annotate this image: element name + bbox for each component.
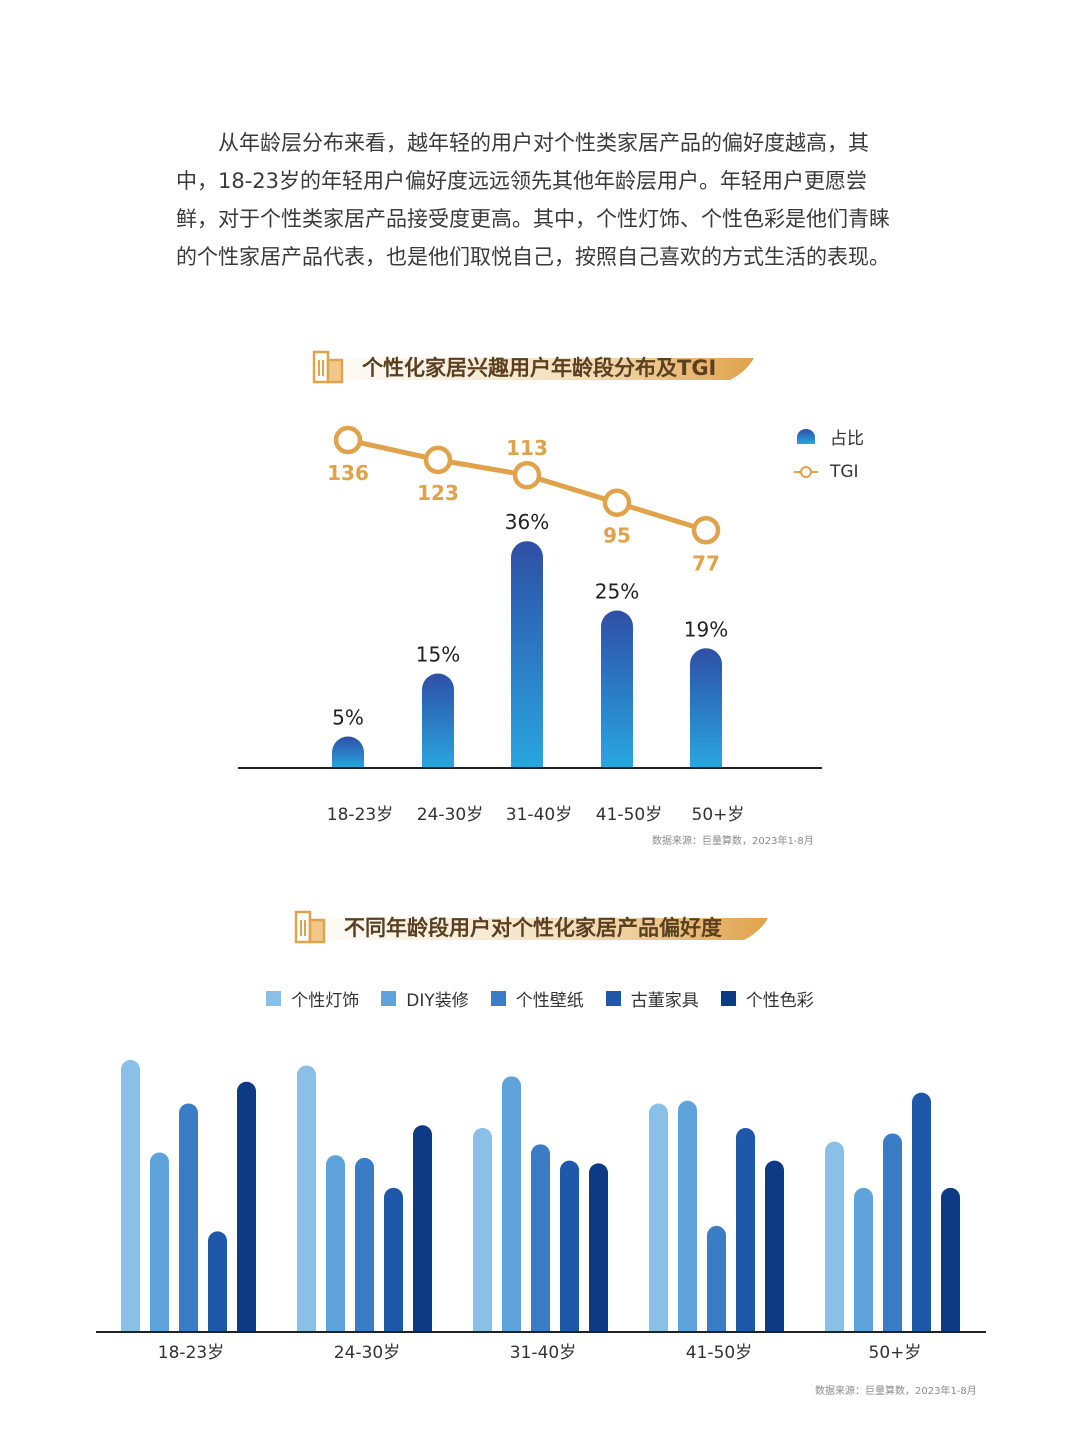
chart1-legend: 占比 TGI — [794, 418, 864, 490]
x-tick-label: 18-23岁 — [327, 805, 393, 825]
tgi-label: 113 — [506, 436, 548, 460]
rounded-bar-icon — [797, 429, 815, 444]
chart1-source: 数据来源：巨量算数，2023年1-8月 — [652, 836, 814, 847]
legend-item-lighting: 个性灯饰 — [266, 986, 359, 1011]
tgi-point — [333, 425, 363, 455]
preference-bar — [237, 1081, 256, 1332]
share-label: 15% — [416, 643, 460, 667]
tgi-point — [691, 516, 721, 545]
legend-item-color: 个性色彩 — [720, 986, 814, 1011]
chart1-title: 个性化家居兴趣用户年龄段分布及TGI — [362, 356, 717, 380]
preference-bar — [765, 1160, 784, 1332]
preference-bar — [883, 1133, 902, 1332]
chart2-title-band: 不同年龄段用户对个性化家居产品偏好度 — [292, 906, 768, 950]
legend-label-tgi: TGI — [830, 462, 859, 482]
preference-bar — [912, 1092, 931, 1332]
preference-bar — [355, 1157, 374, 1332]
preference-bar — [502, 1076, 521, 1332]
preference-bar — [531, 1144, 550, 1332]
preference-bar — [649, 1103, 668, 1332]
share-bar — [601, 610, 633, 768]
legend-item-antique: 古董家具 — [605, 986, 699, 1011]
preference-bar — [150, 1152, 169, 1332]
preference-bar — [413, 1125, 432, 1332]
tgi-point — [512, 460, 542, 490]
age-preference-chart: 18-23岁 24-30岁 31-40岁 41-50岁 50+岁 — [96, 1060, 986, 1363]
share-label: 36% — [505, 510, 549, 534]
intro-text: 从年龄层分布来看，越年轻的用户对个性类家居产品的偏好度越高，其中，18-23岁的… — [176, 131, 890, 269]
chart2-title: 不同年龄段用户对个性化家居产品偏好度 — [344, 916, 722, 940]
preference-bar — [326, 1155, 345, 1332]
legend-label: 个性灯饰 — [291, 991, 360, 1011]
x-tick-label: 41-50岁 — [596, 805, 662, 825]
legend-item-tgi: TGI — [794, 454, 864, 490]
share-bar — [511, 541, 543, 768]
legend-label: 古董家具 — [630, 991, 699, 1011]
x-tick-label: 31-40岁 — [510, 1343, 576, 1363]
preference-bar — [384, 1187, 403, 1332]
share-bar — [422, 673, 454, 768]
x-tick-label: 31-40岁 — [506, 805, 572, 825]
preference-bar — [297, 1065, 316, 1332]
title-ribbon-icon — [328, 918, 768, 940]
preference-bar — [560, 1160, 579, 1332]
legend-item-share: 占比 — [794, 418, 864, 454]
tgi-label: 95 — [603, 524, 631, 548]
share-label: 25% — [595, 580, 639, 604]
chart2-source: 数据来源：巨量算数，2023年1-8月 — [815, 1386, 977, 1397]
chart2-legend: 个性灯饰 DIY装修 个性壁纸 古董家具 个性色彩 — [0, 986, 1080, 1011]
x-tick-label: 24-30岁 — [417, 805, 483, 825]
tgi-label: 123 — [417, 481, 459, 505]
share-label: 5% — [332, 706, 364, 730]
preference-bar — [825, 1141, 844, 1332]
legend-label-share: 占比 — [830, 428, 864, 449]
x-tick-label: 50+岁 — [869, 1343, 922, 1363]
tgi-point — [602, 488, 632, 517]
preference-bar — [179, 1103, 198, 1332]
age-distribution-chart: 5% 15% 36% 25% 19% 136 123 113 95 77 18-23岁 24-30… — [238, 425, 822, 825]
title-ribbon-icon — [346, 358, 754, 380]
x-tick-label: 50+岁 — [692, 805, 745, 825]
preference-bar — [589, 1163, 608, 1332]
tgi-point — [423, 445, 453, 475]
preference-bar — [941, 1187, 960, 1332]
x-tick-label: 41-50岁 — [686, 1343, 752, 1363]
chart1-title-band: 个性化家居兴趣用户年龄段分布及TGI — [310, 346, 754, 390]
tgi-label: 136 — [327, 461, 369, 485]
legend-item-wallpaper: 个性壁纸 — [490, 986, 584, 1011]
legend-label: 个性壁纸 — [515, 991, 584, 1011]
preference-bar — [678, 1100, 697, 1332]
preference-bar — [707, 1225, 726, 1332]
share-bar — [332, 736, 364, 768]
intro-paragraph: 从年龄层分布来看，越年轻的用户对个性类家居产品的偏好度越高，其中，18-23岁的… — [176, 124, 896, 276]
legend-label: DIY装修 — [406, 991, 469, 1011]
preference-bar — [121, 1060, 140, 1332]
line-marker-icon — [794, 466, 818, 478]
legend-label: 个性色彩 — [745, 991, 814, 1011]
share-bar — [690, 648, 722, 768]
preference-bar — [208, 1231, 227, 1332]
x-tick-label: 24-30岁 — [334, 1343, 400, 1363]
legend-item-diy: DIY装修 — [381, 986, 469, 1011]
share-label: 19% — [684, 617, 728, 641]
building-icon — [312, 350, 344, 384]
building-icon — [294, 910, 326, 944]
tgi-label: 77 — [692, 551, 720, 575]
preference-bar — [473, 1128, 492, 1332]
preference-bar — [736, 1128, 755, 1332]
preference-bar — [854, 1187, 873, 1332]
x-tick-label: 18-23岁 — [158, 1343, 224, 1363]
